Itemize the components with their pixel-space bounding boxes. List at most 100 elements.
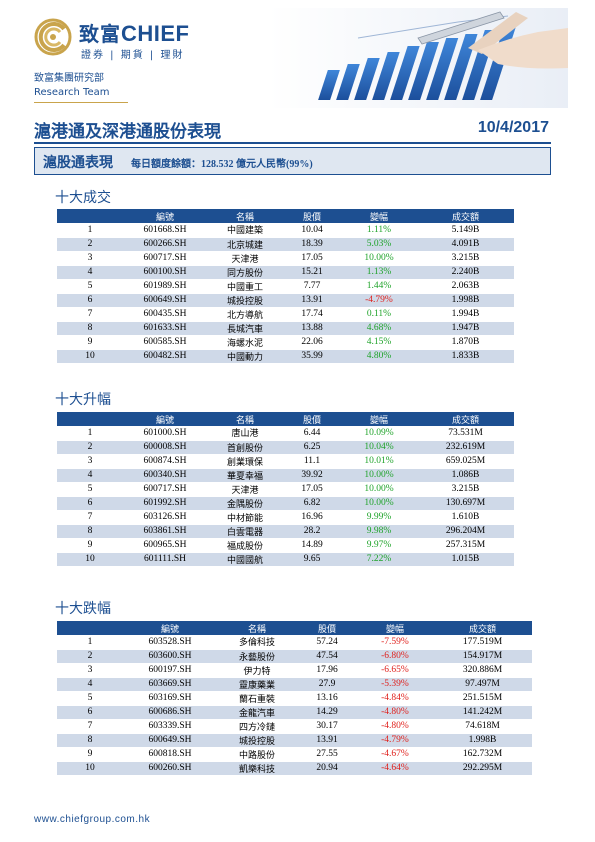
rank-cell: 7 <box>57 719 123 734</box>
name-cell: 唐山港 <box>207 426 283 441</box>
col-code: 編號 <box>123 209 207 223</box>
change-cell: 1.44% <box>341 279 417 294</box>
table-row: 4 603669.SH 靈康藥業 27.9 -5.39% 97.497M <box>57 677 532 692</box>
price-cell: 9.65 <box>283 552 341 567</box>
table-row: 5 603169.SH 蘭石重裝 13.16 -4.84% 251.515M <box>57 691 532 706</box>
table-row: 4 600340.SH 華夏幸福 39.92 10.00% 1.086B <box>57 468 514 483</box>
rank-cell: 3 <box>57 454 123 469</box>
name-cell: 中材節能 <box>207 510 283 525</box>
code-cell: 601989.SH <box>123 279 207 294</box>
rank-cell: 6 <box>57 496 123 511</box>
price-cell: 17.05 <box>283 251 341 266</box>
name-cell: 中國動力 <box>207 349 283 364</box>
change-cell: -4.79% <box>341 293 417 308</box>
table-row: 10 600482.SH 中國動力 35.99 4.80% 1.833B <box>57 349 514 364</box>
price-cell: 16.96 <box>283 510 341 525</box>
price-cell: 6.82 <box>283 496 341 511</box>
turnover-cell: 141.242M <box>433 705 532 720</box>
table-row: 3 600717.SH 天津港 17.05 10.00% 3.215B <box>57 251 514 266</box>
table-row: 7 603339.SH 四方冷鏈 30.17 -4.80% 74.618M <box>57 719 532 734</box>
price-cell: 17.74 <box>283 307 341 322</box>
col-turnover: 成交額 <box>417 412 514 426</box>
turnover-cell: 1.947B <box>417 321 514 336</box>
change-cell: 10.00% <box>341 496 417 511</box>
change-cell: -4.80% <box>357 719 433 734</box>
price-cell: 6.25 <box>283 440 341 455</box>
change-cell: 0.11% <box>341 307 417 322</box>
change-cell: -4.64% <box>357 761 433 776</box>
rank-cell: 6 <box>57 293 123 308</box>
col-turnover: 成交額 <box>417 209 514 223</box>
department: 致富集團研究部 Research Team <box>34 72 109 100</box>
turnover-cell: 177.519M <box>433 635 532 650</box>
table-header-row: 編號 名稱 股價 變幅 成交額 <box>57 621 532 635</box>
name-cell: 中國國航 <box>207 552 283 567</box>
rank-cell: 5 <box>57 691 123 706</box>
table-row: 6 600686.SH 金龍汽車 14.29 -4.80% 141.242M <box>57 705 532 720</box>
change-cell: 1.13% <box>341 265 417 280</box>
rank-cell: 5 <box>57 482 123 497</box>
turnover-cell: 73.531M <box>417 426 514 441</box>
name-cell: 同方股份 <box>207 265 283 280</box>
col-price: 股價 <box>297 621 357 635</box>
change-cell: -6.80% <box>357 649 433 664</box>
change-cell: -4.84% <box>357 691 433 706</box>
turnover-cell: 154.917M <box>433 649 532 664</box>
change-cell: 10.09% <box>341 426 417 441</box>
table-row: 5 601989.SH 中國重工 7.77 1.44% 2.063B <box>57 279 514 294</box>
price-cell: 13.88 <box>283 321 341 336</box>
code-cell: 600340.SH <box>123 468 207 483</box>
name-cell: 永藝股份 <box>217 649 297 664</box>
name-cell: 金龍汽車 <box>217 705 297 720</box>
change-cell: 1.11% <box>341 223 417 238</box>
quota-bar: 滬股通表現 每日額度餘額：128.532 億元人民幣(99%) <box>34 147 551 175</box>
department-cn: 致富集團研究部 <box>34 73 104 84</box>
turnover-cell: 1.870B <box>417 335 514 350</box>
section-heading-top-turnover: 十大成交 <box>55 190 111 206</box>
price-cell: 10.04 <box>283 223 341 238</box>
code-cell: 600649.SH <box>123 293 207 308</box>
code-cell: 601111.SH <box>123 552 207 567</box>
table-row: 6 601992.SH 金隅股份 6.82 10.00% 130.697M <box>57 496 514 511</box>
footer-url[interactable]: www.chiefgroup.com.hk <box>34 814 151 825</box>
table-row: 2 600266.SH 北京城建 18.39 5.03% 4.091B <box>57 237 514 252</box>
price-cell: 57.24 <box>297 635 357 650</box>
name-cell: 北方導航 <box>207 307 283 322</box>
name-cell: 金隅股份 <box>207 496 283 511</box>
turnover-cell: 1.015B <box>417 552 514 567</box>
rank-cell: 1 <box>57 426 123 441</box>
rank-cell: 2 <box>57 237 123 252</box>
col-name: 名稱 <box>207 209 283 223</box>
table-row: 7 603126.SH 中材節能 16.96 9.99% 1.610B <box>57 510 514 525</box>
price-cell: 47.54 <box>297 649 357 664</box>
code-cell: 600649.SH <box>123 733 217 748</box>
change-cell: -5.39% <box>357 677 433 692</box>
turnover-cell: 320.886M <box>433 663 532 678</box>
name-cell: 城投控股 <box>207 293 283 308</box>
col-change: 變幅 <box>341 412 417 426</box>
rank-cell: 7 <box>57 510 123 525</box>
code-cell: 600686.SH <box>123 705 217 720</box>
turnover-cell: 2.063B <box>417 279 514 294</box>
name-cell: 伊力特 <box>217 663 297 678</box>
name-cell: 蘭石重裝 <box>217 691 297 706</box>
name-cell: 天津港 <box>207 251 283 266</box>
price-cell: 22.06 <box>283 335 341 350</box>
code-cell: 603669.SH <box>123 677 217 692</box>
price-cell: 14.29 <box>297 705 357 720</box>
code-cell: 600266.SH <box>123 237 207 252</box>
name-cell: 凱樂科技 <box>217 761 297 776</box>
col-code: 編號 <box>123 621 217 635</box>
table-row: 9 600818.SH 中路股份 27.55 -4.67% 162.732M <box>57 747 532 762</box>
turnover-cell: 5.149B <box>417 223 514 238</box>
name-cell: 長城汽車 <box>207 321 283 336</box>
turnover-cell: 162.732M <box>433 747 532 762</box>
code-cell: 603169.SH <box>123 691 217 706</box>
turnover-cell: 292.295M <box>433 761 532 776</box>
code-cell: 600965.SH <box>123 538 207 553</box>
name-cell: 天津港 <box>207 482 283 497</box>
turnover-cell: 1.998B <box>417 293 514 308</box>
table-row: 8 601633.SH 長城汽車 13.88 4.68% 1.947B <box>57 321 514 336</box>
table-row: 2 600008.SH 首創股份 6.25 10.04% 232.619M <box>57 440 514 455</box>
report-date: 10/4/2017 <box>477 119 549 136</box>
